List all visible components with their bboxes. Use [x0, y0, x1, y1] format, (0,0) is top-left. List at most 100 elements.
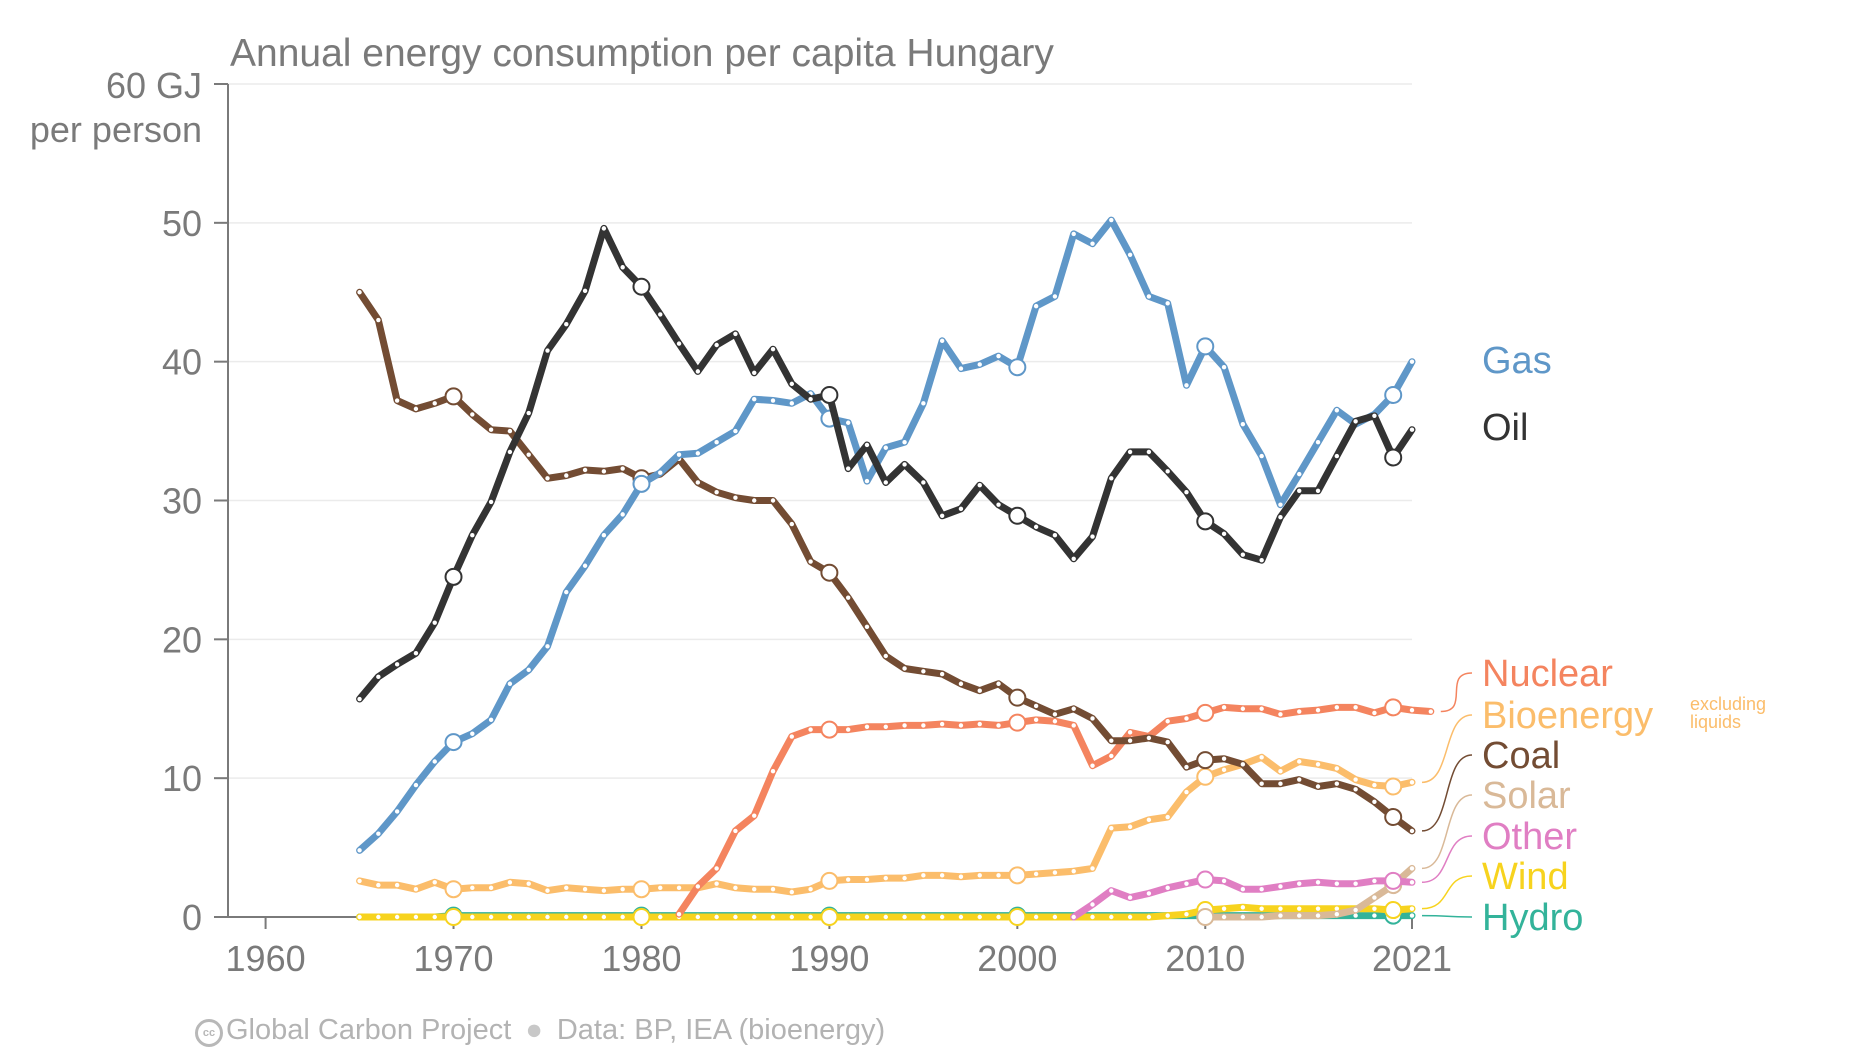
- oil-point-2007: [1146, 449, 1152, 455]
- oil-point-2014: [1278, 514, 1283, 520]
- nuclear-point-2019: [1372, 710, 1377, 716]
- coal-point-1975: [545, 476, 550, 481]
- nuclear-point-2022: [1428, 709, 1433, 714]
- gas-point-1980: [632, 474, 651, 493]
- bioenergy-point-2016: [1315, 762, 1321, 767]
- bioenergy-point-1993: [883, 875, 888, 881]
- wind-point-2009: [1184, 912, 1189, 917]
- oil-point-1989: [808, 396, 813, 402]
- solar-point-2013: [1259, 914, 1264, 920]
- coal-point-1968: [413, 406, 419, 412]
- oil-point-1996: [939, 513, 945, 518]
- coal-point-1971: [470, 412, 475, 417]
- oil-point-1969: [432, 620, 437, 625]
- nuclear-point-2012: [1240, 706, 1246, 711]
- oil-point-2008: [1165, 469, 1170, 474]
- oil-point-2016: [1315, 488, 1321, 493]
- bioenergy-point-1974: [526, 881, 531, 886]
- bioenergy-point-2021: [1409, 780, 1415, 785]
- series-lines: [356, 216, 1435, 926]
- bioenergy-point-1976: [564, 885, 569, 891]
- bioenergy-point-1980: [632, 880, 651, 899]
- gas-point-2014: [1278, 502, 1283, 507]
- other-point-2006: [1127, 895, 1133, 900]
- wind-point-1978: [601, 914, 607, 920]
- nuclear-point-1992: [864, 724, 870, 729]
- wind-point-2016: [1315, 906, 1321, 911]
- gas-point-1984: [714, 439, 719, 445]
- wind-point-2020: [1384, 901, 1403, 920]
- wind-point-2013: [1259, 906, 1264, 911]
- coal-point-1994: [902, 666, 907, 671]
- other-leader-line: [1421, 835, 1473, 884]
- bioenergy-point-1970: [444, 880, 463, 899]
- oil-point-1979: [620, 265, 625, 270]
- bioenergy-point-1965: [357, 878, 362, 884]
- nuclear-point-2001: [1033, 717, 1039, 723]
- oil-point-1991: [845, 466, 851, 471]
- series-wind: [356, 901, 1416, 926]
- wind-point-1989: [808, 914, 813, 920]
- other-point-2011: [1221, 878, 1227, 884]
- wind-point-1970: [444, 908, 463, 926]
- label-solar: Solar: [1482, 775, 1571, 817]
- gas-point-1982: [676, 452, 682, 457]
- creative-commons-icon: cc: [195, 1019, 223, 1047]
- coal-point-1999: [996, 681, 1001, 686]
- oil-point-2003: [1071, 556, 1076, 562]
- series-labels: Gas Oil NuclearBioenergyCoalSolarOtherWind…: [1421, 340, 1766, 939]
- series-gas: [356, 216, 1416, 854]
- coal-point-1987: [770, 498, 776, 503]
- gas-point-1979: [620, 512, 625, 517]
- wind-point-1991: [845, 914, 851, 920]
- nuclear-point-2013: [1259, 706, 1264, 711]
- other-point-2007: [1146, 891, 1152, 896]
- y-tick-label-40: 40: [162, 342, 202, 383]
- other-point-2016: [1315, 880, 1321, 885]
- wind-point-2012: [1240, 905, 1246, 910]
- nuclear-point-1999: [996, 723, 1001, 728]
- bioenergy-point-1973: [507, 880, 513, 885]
- oil-point-1997: [958, 506, 964, 512]
- nuclear-point-1988: [789, 734, 795, 739]
- bioenergy-point-2015: [1297, 759, 1302, 764]
- nuclear-point-2003: [1071, 723, 1076, 728]
- coal-point-1967: [394, 398, 400, 403]
- oil-point-1986: [752, 370, 757, 375]
- wind-point-1999: [996, 914, 1001, 920]
- bioenergy-point-1972: [488, 885, 494, 891]
- coal-point-2003: [1071, 706, 1076, 711]
- other-point-2013: [1259, 887, 1264, 892]
- coal-point-1972: [488, 427, 494, 432]
- coal-point-1983: [695, 480, 701, 485]
- bioenergy-point-2017: [1334, 766, 1340, 771]
- gas-point-1991: [845, 420, 851, 425]
- other-point-2010: [1196, 870, 1215, 889]
- coal-point-1995: [921, 669, 926, 674]
- oil-point-1988: [789, 381, 795, 387]
- wind-point-1965: [357, 914, 362, 920]
- other-point-2020: [1384, 871, 1403, 890]
- gas-point-2003: [1071, 231, 1076, 237]
- nuclear-point-1990: [820, 720, 839, 739]
- label-nuclear: Nuclear: [1482, 653, 1613, 695]
- bioenergy-point-1979: [620, 887, 625, 892]
- nuclear-leader-line: [1440, 672, 1473, 713]
- wind-point-1967: [394, 914, 400, 920]
- gas-point-1975: [545, 644, 550, 649]
- oil-point-1973: [507, 449, 513, 455]
- bioenergy-point-2009: [1184, 789, 1189, 795]
- gas-point-1996: [939, 338, 945, 344]
- oil-point-1967: [394, 662, 400, 667]
- bioenergy-point-1995: [921, 873, 926, 878]
- solar-point-2015: [1297, 913, 1302, 918]
- bioenergy-point-1985: [733, 885, 738, 891]
- coal-point-1970: [444, 387, 463, 406]
- oil-point-2012: [1240, 552, 1246, 557]
- coal-point-1989: [808, 559, 813, 564]
- coal-point-1984: [714, 489, 719, 495]
- bioenergy-point-2004: [1090, 866, 1095, 871]
- nuclear-point-2000: [1008, 713, 1027, 732]
- oil-point-2015: [1297, 488, 1302, 493]
- gas-point-1986: [752, 396, 757, 402]
